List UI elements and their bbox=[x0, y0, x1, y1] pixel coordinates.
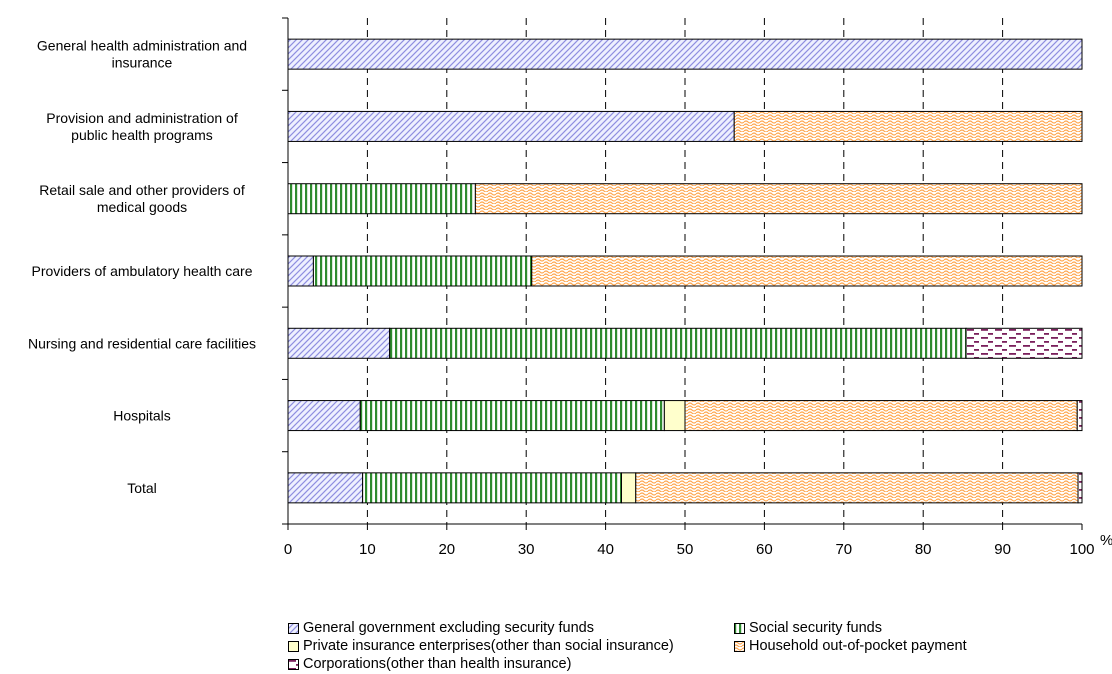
bar-segment-5-3 bbox=[684, 400, 1078, 432]
legend-row-1: General government excluding security fu… bbox=[288, 620, 1048, 638]
bar-segment-4-4 bbox=[965, 327, 1083, 359]
legend-item-corporations: Corporations(other than health insurance… bbox=[288, 656, 571, 672]
bars-layer bbox=[287, 38, 1083, 504]
legend-swatch-wave bbox=[734, 640, 745, 652]
labels-layer: General health administration and insuran… bbox=[28, 38, 1112, 558]
legend-swatch-diag bbox=[288, 622, 299, 634]
bar-segment-3-1 bbox=[312, 255, 533, 287]
x-tick-label: 10 bbox=[359, 541, 376, 558]
bar-segment-5-4 bbox=[1076, 400, 1083, 432]
x-tick-label: 100 bbox=[1069, 541, 1094, 558]
legend-label: General government excluding security fu… bbox=[303, 620, 594, 636]
x-tick-label: 50 bbox=[677, 541, 694, 558]
legend-row-2: Private insurance enterprises(other than… bbox=[288, 638, 1048, 656]
category-label: Hospitals bbox=[113, 408, 171, 424]
bar-segment-6-1 bbox=[362, 472, 622, 504]
legend: General government excluding security fu… bbox=[288, 620, 1048, 674]
axis-layer bbox=[282, 17, 1083, 530]
x-tick-label: 90 bbox=[994, 541, 1011, 558]
x-tick-label: 80 bbox=[915, 541, 932, 558]
category-label: General health administration and insuran… bbox=[37, 38, 247, 71]
legend-label: Private insurance enterprises(other than… bbox=[303, 638, 674, 654]
x-axis-unit: % bbox=[1100, 532, 1112, 549]
bar-segment-3-3 bbox=[531, 255, 1083, 287]
x-tick-label: 0 bbox=[284, 541, 292, 558]
legend-label: Corporations(other than health insurance… bbox=[303, 656, 572, 672]
bar-segment-6-0 bbox=[287, 472, 364, 504]
bar-segment-4-1 bbox=[389, 327, 967, 359]
bar-segment-0-0 bbox=[287, 38, 1083, 70]
legend-swatch-solid bbox=[288, 640, 299, 652]
legend-item-private-insurance: Private insurance enterprises(other than… bbox=[288, 638, 674, 654]
bar-segment-2-3 bbox=[474, 183, 1083, 215]
x-tick-label: 40 bbox=[597, 541, 614, 558]
bar-segment-6-3 bbox=[635, 472, 1079, 504]
x-tick-label: 20 bbox=[438, 541, 455, 558]
legend-row-3: Corporations(other than health insurance… bbox=[288, 656, 1048, 674]
category-label: Provision and administration of public he… bbox=[46, 110, 238, 143]
legend-item-general-government: General government excluding security fu… bbox=[288, 620, 594, 636]
bar-segment-6-4 bbox=[1077, 472, 1083, 504]
category-label: Total bbox=[127, 480, 157, 496]
bar-segment-3-0 bbox=[287, 255, 314, 287]
legend-item-household: Household out-of-pocket payment bbox=[734, 638, 967, 654]
legend-swatch-dash bbox=[288, 658, 299, 670]
x-tick-label: 70 bbox=[835, 541, 852, 558]
category-label: Providers of ambulatory health care bbox=[32, 263, 253, 279]
category-label: Nursing and residential care facilities bbox=[28, 335, 256, 351]
bar-segment-5-1 bbox=[359, 400, 665, 432]
x-tick-label: 30 bbox=[518, 541, 535, 558]
legend-label: Household out-of-pocket payment bbox=[749, 638, 967, 654]
bar-segment-4-0 bbox=[287, 327, 391, 359]
bar-segment-2-1 bbox=[287, 183, 476, 215]
bar-segment-6-2 bbox=[620, 472, 637, 504]
bar-segment-1-3 bbox=[733, 110, 1083, 142]
bar-segment-1-0 bbox=[287, 110, 735, 142]
stacked-bar-chart: General health administration and insuran… bbox=[28, 17, 1112, 558]
bar-segment-5-0 bbox=[287, 400, 361, 432]
legend-label: Social security funds bbox=[749, 620, 882, 636]
bar-segment-5-2 bbox=[663, 400, 686, 432]
legend-swatch-vert bbox=[734, 622, 745, 634]
category-label: Retail sale and other providers of medica… bbox=[39, 182, 245, 215]
x-tick-label: 60 bbox=[756, 541, 773, 558]
legend-item-social-security: Social security funds bbox=[734, 620, 882, 636]
